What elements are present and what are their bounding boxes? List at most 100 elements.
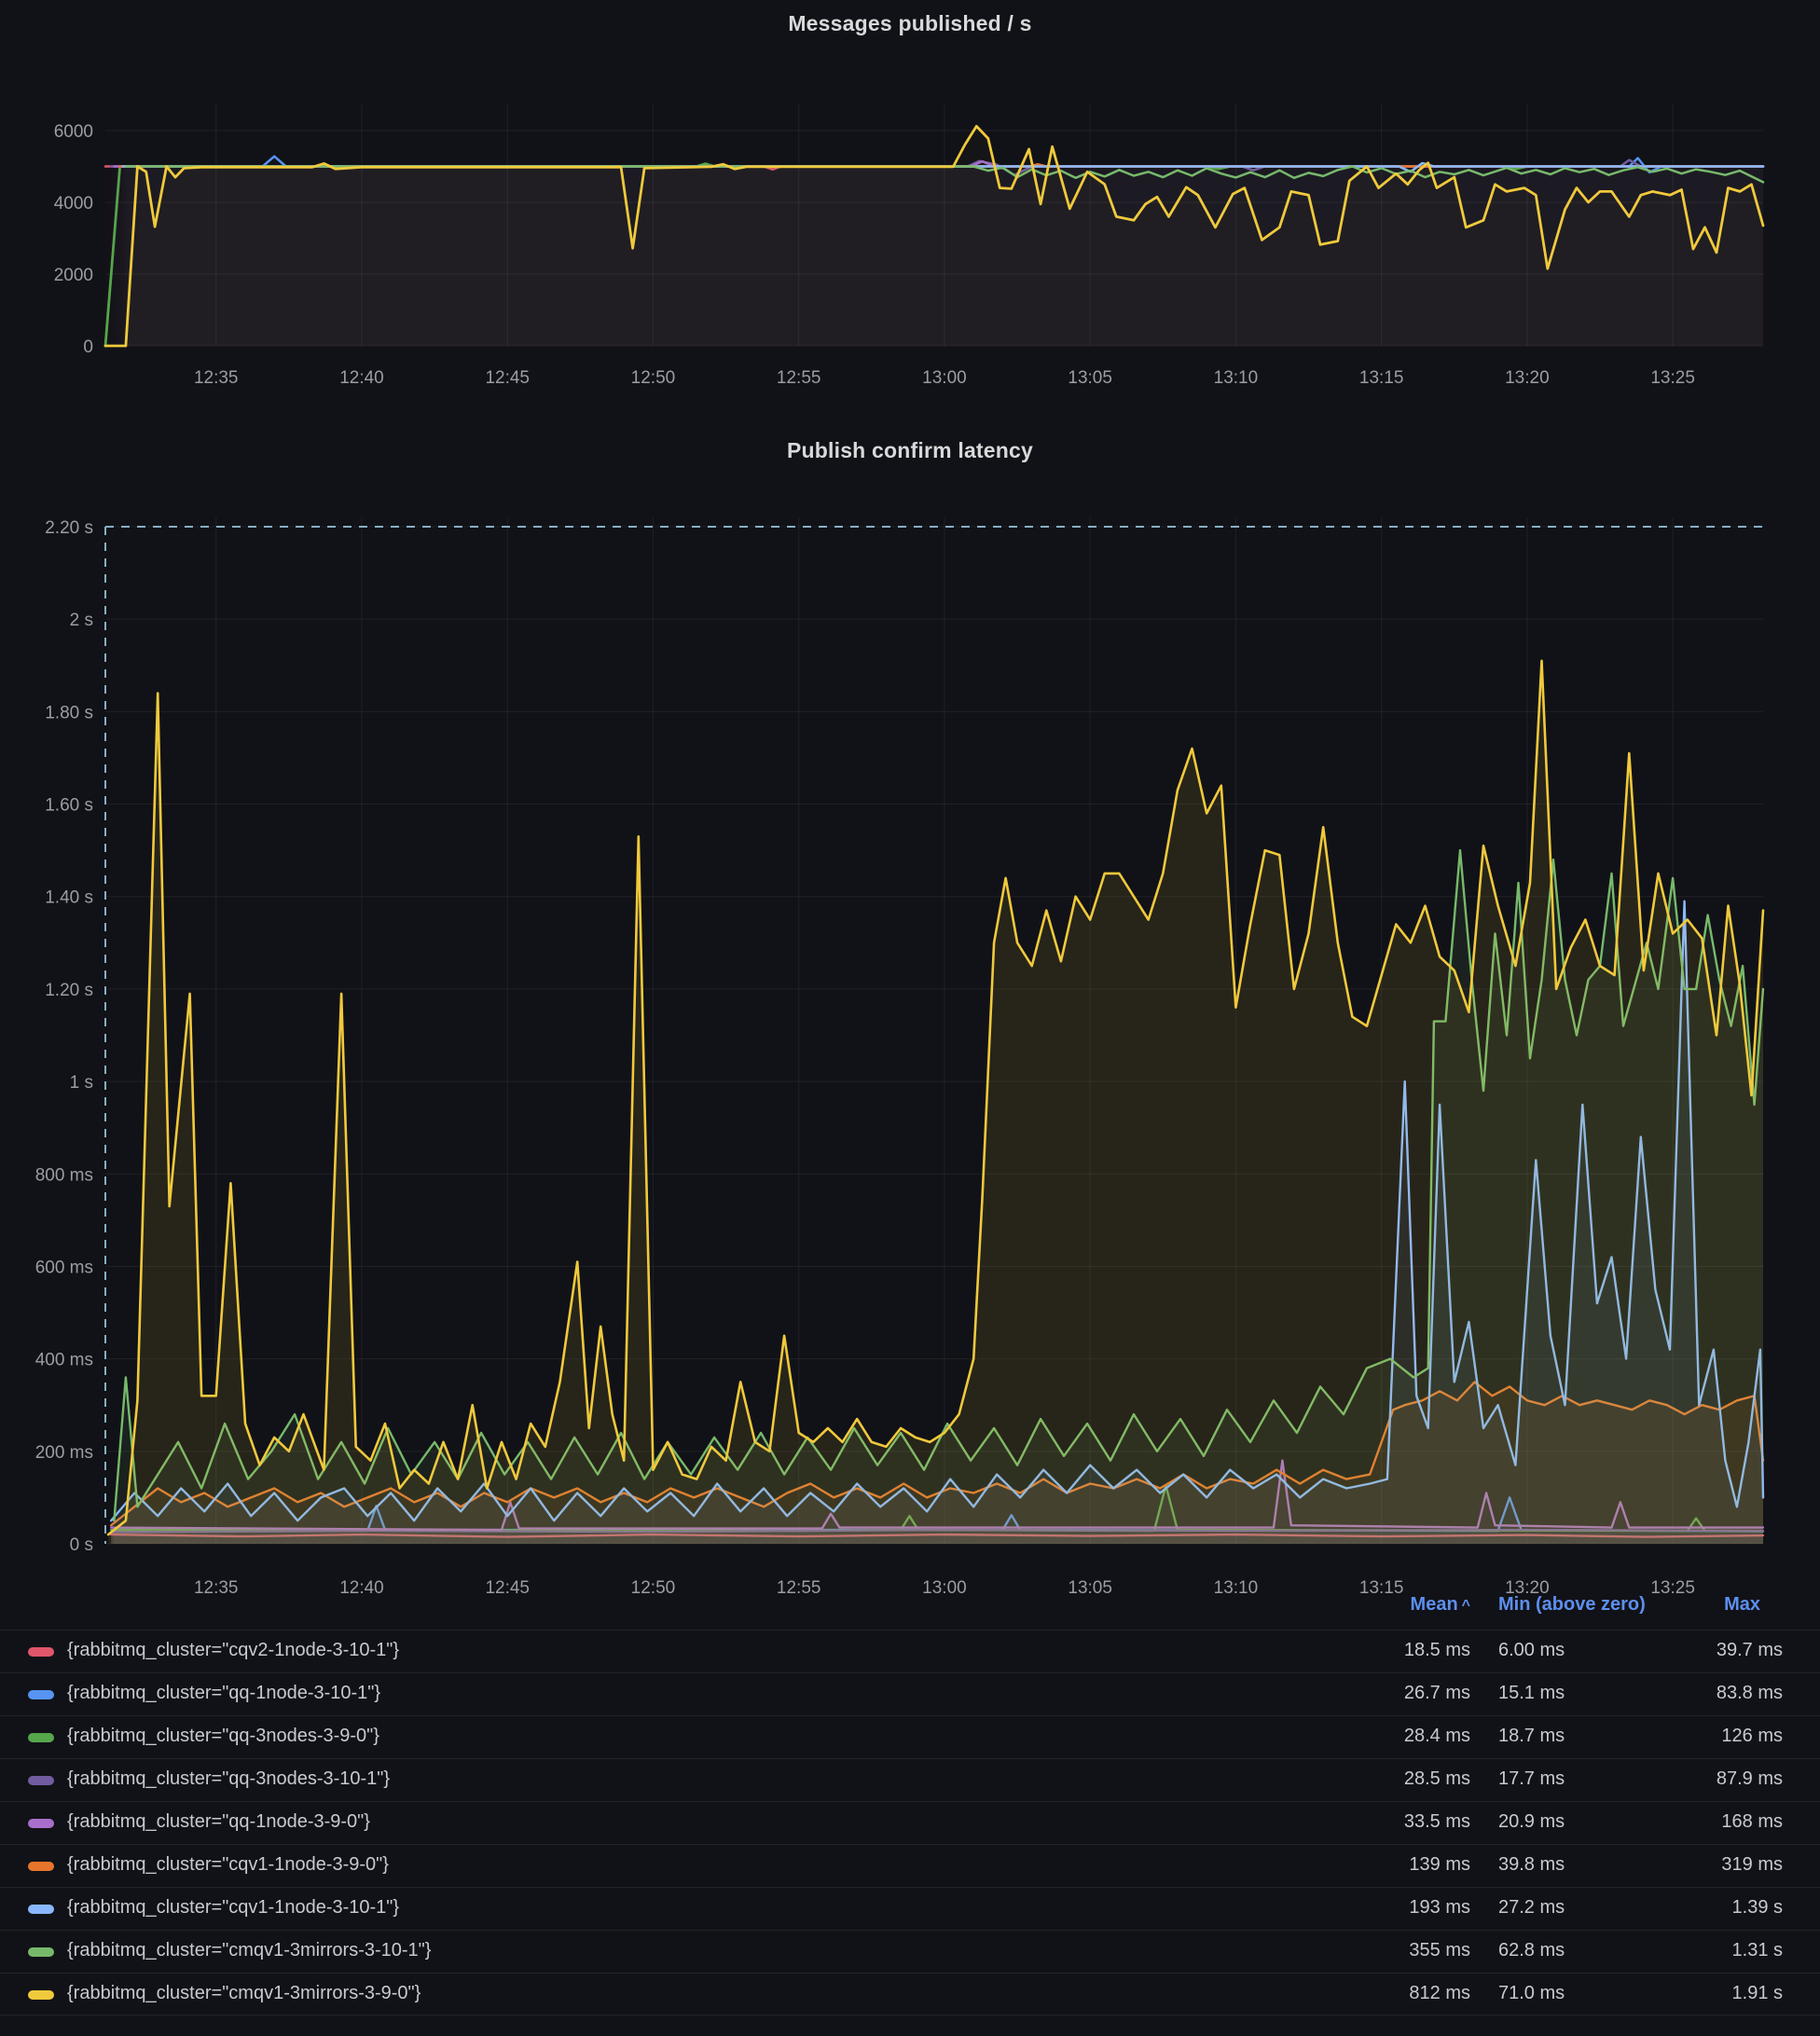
legend-column-mean[interactable]: Mean ^ xyxy=(1410,1594,1470,1615)
legend-label[interactable]: {rabbitmq_cluster="qq-1node-3-9-0"} xyxy=(67,1811,370,1832)
legend-mean-value: 139 ms xyxy=(1409,1854,1470,1875)
panel-title-messages-published[interactable]: Messages published / s xyxy=(788,11,1032,35)
legend-item[interactable]: {rabbitmq_cluster="cmqv1-3mirrors-3-10-1… xyxy=(0,1930,1820,1973)
x-axis-tick-label: 12:55 xyxy=(777,1578,821,1598)
legend-min-value: 71.0 ms xyxy=(1498,1983,1565,2003)
series-color-swatch[interactable] xyxy=(28,1990,54,2000)
series-area-qq-3nodes-3-10-1 xyxy=(111,1530,1764,1544)
legend-max-value: 319 ms xyxy=(1721,1854,1783,1875)
legend-item[interactable]: {rabbitmq_cluster="qq-3nodes-3-10-1"} 28.… xyxy=(0,1758,1820,1801)
y-axis-tick-label: 800 ms xyxy=(35,1165,93,1185)
y-axis-tick-label: 2 s xyxy=(70,611,93,630)
legend-item[interactable]: {rabbitmq_cluster="qq-3nodes-3-9-0"} 28.4… xyxy=(0,1715,1820,1758)
publish-confirm-latency-plot[interactable]: 0 s 200 ms 400 ms 600 ms 800 ms 1 s 1.20 s 1.40… xyxy=(35,517,1765,1598)
legend-column-min[interactable]: Min (above zero) xyxy=(1498,1594,1646,1615)
legend-max-value: 126 ms xyxy=(1721,1726,1783,1746)
x-axis-tick-label: 13:00 xyxy=(922,1578,967,1598)
series-area-cmqv1-3mirrors-3-10-1 xyxy=(114,850,1763,1544)
legend-item[interactable]: {rabbitmq_cluster="cqv1-1node-3-9-0"} 139… xyxy=(0,1844,1820,1887)
legend-mean-value: 812 ms xyxy=(1409,1983,1470,2003)
legend-label[interactable]: {rabbitmq_cluster="cmqv1-3mirrors-3-9-0"… xyxy=(67,1983,421,2003)
y-axis-tick-label: 1.20 s xyxy=(45,981,93,1000)
series-area-cqv1-1node-3-10-1 xyxy=(111,901,1764,1544)
legend-item[interactable]: {rabbitmq_cluster="qq-1node-3-9-0"} 33.5 … xyxy=(0,1801,1820,1844)
y-axis-tick-label: 4000 xyxy=(54,194,93,213)
series-color-swatch[interactable] xyxy=(28,1862,54,1871)
x-axis-tick-label: 12:35 xyxy=(194,368,239,388)
panel-title-publish-confirm-latency[interactable]: Publish confirm latency xyxy=(786,438,1034,462)
series-line-cqv1-1node-3-10-1 xyxy=(109,900,1765,1522)
legend-mean-value: 355 ms xyxy=(1409,1940,1470,1960)
legend-mean-value: 28.4 ms xyxy=(1403,1726,1470,1746)
series-line-cqv1-1node-3-9-0 xyxy=(109,1381,1765,1527)
x-axis-tick-label: 12:50 xyxy=(631,368,676,388)
x-axis-tick-label: 13:00 xyxy=(922,368,967,388)
series-color-swatch[interactable] xyxy=(28,1947,54,1957)
y-axis-tick-label: 1 s xyxy=(70,1073,93,1093)
series-color-swatch[interactable] xyxy=(28,1647,54,1657)
legend-item[interactable]: {rabbitmq_cluster="qq-1node-3-10-1"} 26.7… xyxy=(0,1672,1820,1715)
legend-max-value: 1.39 s xyxy=(1731,1897,1783,1918)
legend-min-value: 62.8 ms xyxy=(1498,1940,1565,1960)
legend-label[interactable]: {rabbitmq_cluster="cqv2-1node-3-10-1"} xyxy=(67,1640,400,1660)
y-axis-tick-label: 2000 xyxy=(54,266,93,285)
series-line-cqv2-1node-3-10-1 xyxy=(109,1533,1765,1538)
legend-max-value: 1.31 s xyxy=(1731,1940,1783,1960)
y-axis-tick-label: 1.80 s xyxy=(45,703,93,722)
series-color-swatch[interactable] xyxy=(28,1690,54,1699)
series-color-swatch[interactable] xyxy=(28,1819,54,1828)
legend-label[interactable]: {rabbitmq_cluster="cmqv1-3mirrors-3-10-1… xyxy=(67,1940,432,1960)
legend-min-value: 15.1 ms xyxy=(1498,1683,1565,1703)
threshold-dashed-line xyxy=(104,526,1763,1544)
x-axis-tick-label: 13:15 xyxy=(1359,1578,1404,1598)
series-line-qq-1node-3-10-1 xyxy=(109,1496,1765,1533)
x-axis-tick-label: 13:10 xyxy=(1214,368,1259,388)
legend-label[interactable]: {rabbitmq_cluster="cqv1-1node-3-9-0"} xyxy=(67,1854,389,1875)
y-axis-tick-label: 6000 xyxy=(54,122,93,142)
legend-label[interactable]: {rabbitmq_cluster="qq-3nodes-3-10-1"} xyxy=(67,1768,391,1789)
series-area-qq-1node-3-9-0 xyxy=(111,1460,1764,1544)
series-color-swatch[interactable] xyxy=(28,1733,54,1742)
legend-max-value: 168 ms xyxy=(1721,1811,1783,1832)
legend-column-max[interactable]: Max xyxy=(1724,1594,1760,1615)
legend-mean-value: 26.7 ms xyxy=(1403,1683,1470,1703)
x-axis-tick-label: 12:40 xyxy=(339,1578,384,1598)
x-axis-tick-label: 12:40 xyxy=(339,368,384,388)
messages-published-per-s-plot[interactable]: 0 2000 4000 6000 12:35 12:40 12:45 12:50 12:55 13… xyxy=(54,104,1765,388)
x-axis-tick-label: 13:15 xyxy=(1359,368,1404,388)
series-line-cmqv1-3mirrors-3-9-0 xyxy=(106,659,1765,1536)
legend-mean-value: 18.5 ms xyxy=(1403,1640,1470,1660)
legend-max-value: 83.8 ms xyxy=(1716,1683,1783,1703)
legend-mean-value: 33.5 ms xyxy=(1403,1811,1470,1832)
x-axis-tick-label: 13:20 xyxy=(1505,1578,1550,1598)
legend-item[interactable]: {rabbitmq_cluster="cqv1-1node-3-10-1"} 19… xyxy=(0,1887,1820,1930)
legend-item[interactable]: {rabbitmq_cluster="cqv2-1node-3-10-1"} 18… xyxy=(0,1630,1820,1672)
y-axis-tick-label: 200 ms xyxy=(35,1443,93,1463)
sort-ascending-icon: ^ xyxy=(1461,1598,1470,1614)
series-color-swatch[interactable] xyxy=(28,1905,54,1914)
legend-min-value: 20.9 ms xyxy=(1498,1811,1565,1832)
legend-label[interactable]: {rabbitmq_cluster="qq-1node-3-10-1"} xyxy=(67,1683,381,1703)
legend-min-value: 17.7 ms xyxy=(1498,1768,1565,1789)
legend-item[interactable]: {rabbitmq_cluster="cmqv1-3mirrors-3-9-0"… xyxy=(0,1973,1820,2015)
series-line-qq-3nodes-3-10-1 xyxy=(109,1528,1765,1534)
y-axis-tick-label: 2.20 s xyxy=(45,518,93,538)
legend-header: Mean ^ Min (above zero) Max xyxy=(0,1585,1820,1628)
series-line-cmqv1-3mirrors-3-10-1 xyxy=(124,165,1765,184)
legend-min-value: 39.8 ms xyxy=(1498,1854,1565,1875)
x-axis-tick-label: 12:50 xyxy=(631,1578,676,1598)
x-axis-tick-label: 13:25 xyxy=(1650,368,1695,388)
legend-label[interactable]: {rabbitmq_cluster="cqv1-1node-3-10-1"} xyxy=(67,1897,400,1918)
series-line-cmqv1-3mirrors-3-10-1 xyxy=(113,848,1765,1522)
legend-min-value: 27.2 ms xyxy=(1498,1897,1565,1918)
y-axis-tick-label: 1.40 s xyxy=(45,888,93,908)
legend-mean-value: 28.5 ms xyxy=(1403,1768,1470,1789)
series-line-qq-1node-3-9-0 xyxy=(109,1459,1765,1532)
series-area-cqv1-1node-3-9-0 xyxy=(111,1382,1764,1544)
y-axis-tick-label: 0 xyxy=(83,337,93,357)
legend-label[interactable]: {rabbitmq_cluster="qq-3nodes-3-9-0"} xyxy=(67,1726,379,1746)
series-color-swatch[interactable] xyxy=(28,1776,54,1785)
series-line-cmqv1-3mirrors-3-9-0 xyxy=(103,124,1765,348)
